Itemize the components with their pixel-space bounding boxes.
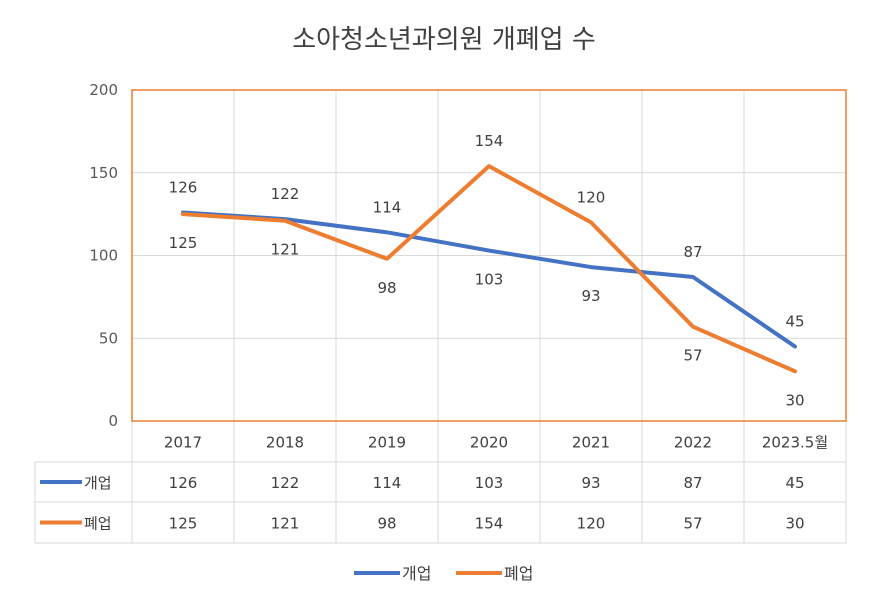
table-cell: 154	[475, 515, 504, 533]
table-cell: 125	[169, 515, 198, 533]
data-label: 45	[785, 313, 804, 331]
table-series-name: 폐업	[84, 515, 112, 533]
data-label: 122	[271, 185, 300, 203]
data-label: 103	[475, 271, 504, 289]
table-cell: 122	[271, 474, 300, 492]
data-label: 114	[373, 198, 402, 216]
data-labels: 126 122 114 103 93 87 45 125 121 98 154 120 57 30	[169, 132, 805, 409]
x-tick-label: 2019	[368, 434, 406, 452]
data-label: 57	[683, 347, 702, 365]
data-label: 126	[169, 178, 198, 196]
table-cell: 126	[169, 474, 198, 492]
table-cell: 45	[785, 474, 804, 492]
legend: 개업 폐업	[354, 564, 533, 583]
x-tick-label: 2021	[572, 434, 610, 452]
grid	[132, 90, 846, 543]
y-tick-label: 150	[89, 164, 118, 182]
y-tick-label: 0	[108, 412, 118, 430]
table-cell: 30	[785, 515, 804, 533]
chart-title: 소아청소년과의원 개폐업 수	[292, 25, 596, 55]
data-label: 121	[271, 241, 300, 259]
data-label: 125	[169, 234, 198, 252]
y-tick-label: 50	[99, 329, 118, 347]
x-tick-label: 2023.5월	[762, 434, 828, 452]
series-lines	[181, 164, 797, 374]
table-cell: 114	[373, 474, 402, 492]
x-tick-label: 2017	[164, 434, 202, 452]
x-tick-label: 2018	[266, 434, 304, 452]
table-cell: 120	[577, 515, 606, 533]
x-tick-label: 2020	[470, 434, 508, 452]
table-series-name: 개업	[84, 474, 112, 492]
x-tick-label: 2022	[674, 434, 712, 452]
data-label: 93	[581, 287, 600, 305]
data-label: 154	[475, 132, 504, 150]
table-cell: 121	[271, 515, 300, 533]
legend-label: 개업	[402, 564, 431, 583]
y-tick-label: 100	[89, 247, 118, 265]
legend-label: 폐업	[504, 564, 533, 583]
table-cell: 103	[475, 474, 504, 492]
table-cell: 93	[581, 474, 600, 492]
table-cell: 98	[377, 515, 396, 533]
plot-area-border	[131, 89, 847, 422]
data-label: 120	[577, 188, 606, 206]
data-label: 98	[377, 279, 396, 297]
data-label: 30	[785, 391, 804, 409]
table-cell: 57	[683, 515, 702, 533]
y-tick-label: 200	[89, 81, 118, 99]
data-label: 87	[683, 243, 702, 261]
series-line	[181, 164, 797, 374]
table-cell: 87	[683, 474, 702, 492]
y-axis-ticks: 0 50 100 150 200	[89, 81, 118, 430]
